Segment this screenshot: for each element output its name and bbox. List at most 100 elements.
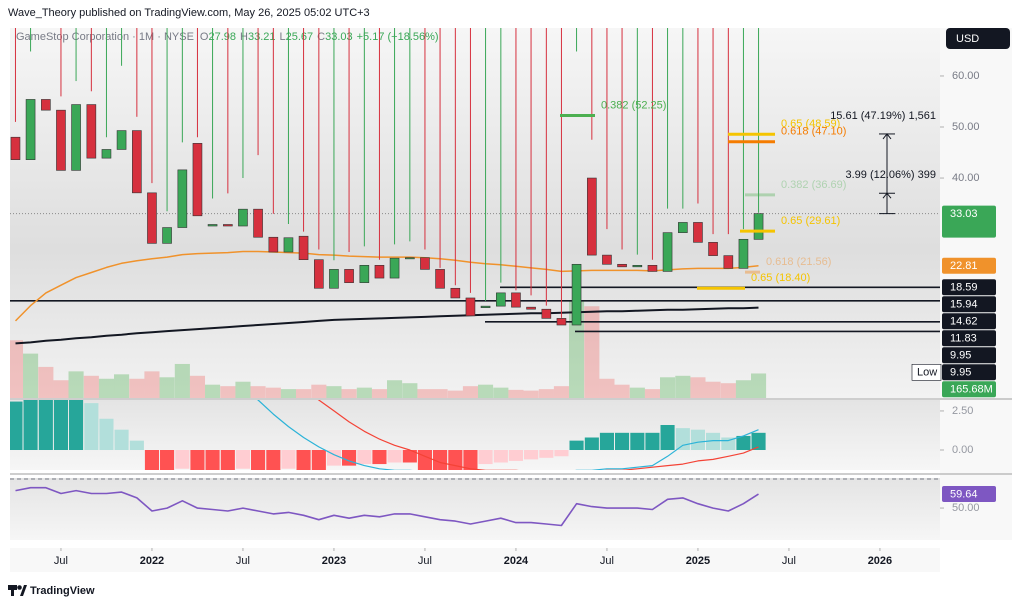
x-tick-label: Jul	[782, 555, 796, 567]
macd-histogram-bar	[554, 450, 569, 457]
macd-histogram-bar	[690, 429, 705, 450]
volume-bar	[675, 375, 691, 398]
currency-button[interactable]	[946, 28, 1010, 49]
candle-body	[344, 269, 354, 283]
candle-body	[602, 254, 612, 265]
volume-bar	[599, 378, 615, 398]
candle-body	[526, 306, 536, 310]
volume-bar	[614, 384, 630, 398]
logo-shape	[17, 585, 22, 590]
volume-bar	[553, 386, 570, 398]
macd-line	[256, 400, 759, 470]
volume-bar	[341, 389, 357, 398]
macd-histogram-bar	[569, 440, 584, 450]
ohlc-value: 27.98	[208, 31, 236, 43]
y-tick-label: 0.00	[952, 444, 973, 456]
y-tick-label: 50.00	[952, 502, 980, 514]
macd-histogram-bar	[645, 432, 660, 450]
volume-bar	[644, 389, 660, 398]
macd-histogram-bar	[251, 450, 266, 470]
volume-bar	[53, 380, 69, 398]
macd-histogram-bar	[539, 450, 554, 458]
macd-histogram-bar	[129, 440, 144, 450]
measure-label: 15.61 (47.19%) 1,561	[830, 110, 936, 122]
volume-bar	[462, 386, 479, 398]
candle-body	[268, 236, 279, 253]
volume-bar	[114, 374, 130, 398]
volume-bar	[220, 386, 236, 398]
volume-bar	[447, 390, 463, 398]
macd-histogram-bar	[524, 450, 539, 460]
brand: TradingView	[30, 585, 95, 597]
candle-body	[86, 104, 97, 159]
macd-histogram-bar	[326, 450, 342, 466]
volume-bar	[417, 389, 433, 398]
macd-histogram-bar	[433, 450, 448, 470]
macd-histogram-bar	[175, 450, 190, 469]
candle-body	[56, 109, 66, 171]
volume-bar	[98, 378, 115, 398]
price-badge-label: 18.59	[950, 282, 978, 294]
macd-histogram-bar	[751, 432, 766, 450]
volume-bar	[705, 381, 721, 398]
volume-bar	[387, 380, 403, 398]
volume-bar	[493, 387, 509, 398]
x-tick-label: 2022	[140, 555, 164, 567]
candle-body	[405, 257, 415, 260]
volume-bar	[23, 353, 39, 398]
macd-histogram-bar	[372, 450, 387, 465]
ohlc-key: H	[240, 31, 248, 43]
low-label: Low	[917, 367, 937, 379]
macd-histogram-bar	[402, 450, 417, 463]
rsi-plot	[10, 478, 940, 527]
volume-bar	[478, 384, 494, 398]
candle-body	[207, 224, 218, 227]
candle-body	[662, 232, 673, 272]
volume-bar	[538, 389, 554, 398]
macd-histogram-bar	[38, 400, 53, 450]
volume-bar	[356, 387, 372, 398]
ohlc-value: 33.03	[325, 31, 353, 43]
candle-body	[314, 259, 324, 289]
moving-average	[15, 306, 759, 345]
volume-bar	[311, 384, 327, 398]
ohlc-key: O	[200, 31, 209, 43]
macd-histogram-bar	[584, 437, 599, 450]
volume-bar	[83, 375, 99, 398]
macd-histogram-bar	[190, 450, 205, 470]
ohlc-value: 33.21	[248, 31, 276, 43]
candle-body	[647, 265, 658, 272]
x-tick-label: Jul	[600, 555, 614, 567]
price-badge-label: 9.95	[950, 367, 971, 379]
macd-histogram-bar	[23, 400, 38, 450]
macd-histogram-bar	[266, 450, 281, 470]
price-badge	[942, 347, 996, 364]
macd-plot	[10, 400, 766, 470]
volume-bar	[235, 381, 251, 398]
candle-body	[116, 130, 127, 150]
candle-body	[298, 235, 309, 260]
volume-bar	[735, 380, 751, 398]
volume-bar	[250, 386, 266, 398]
candle-body	[132, 130, 142, 194]
candle-body	[587, 177, 597, 256]
measure-label: 3.99 (12.06%) 399	[845, 169, 936, 181]
macd-histogram-bar	[705, 432, 721, 450]
macd-histogram-bar	[53, 400, 69, 450]
macd-histogram-bar	[296, 450, 311, 470]
fib-label: 0.65 (18.40)	[751, 272, 810, 284]
candle-body	[10, 136, 21, 160]
macd-histogram-bar	[10, 401, 23, 450]
macd-histogram-bar	[417, 450, 433, 470]
candle-body	[541, 308, 552, 319]
x-tick-label: Jul	[54, 555, 68, 567]
price-badge-label: 15.94	[950, 299, 978, 311]
x-tick-label: 2025	[686, 555, 710, 567]
moving-average	[14, 250, 759, 322]
price-badge-label: 22.81	[950, 260, 978, 272]
macd-histogram-bar	[69, 400, 84, 450]
volume-bar	[265, 387, 281, 398]
volume-bar	[280, 389, 297, 398]
candle-body	[283, 237, 294, 253]
